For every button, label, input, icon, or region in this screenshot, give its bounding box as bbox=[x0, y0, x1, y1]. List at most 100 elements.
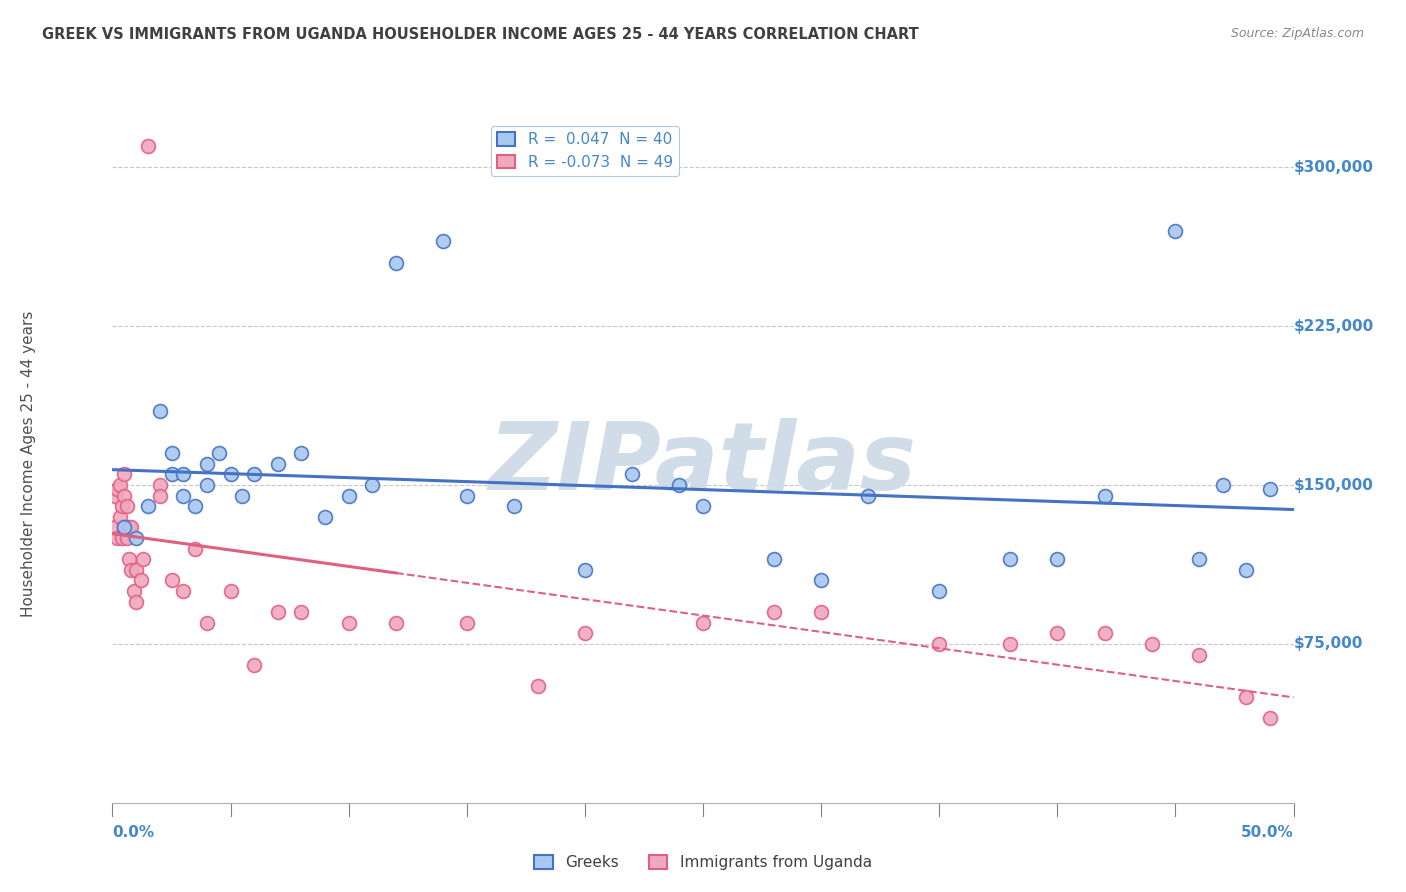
Point bbox=[120, 520, 142, 534]
Point bbox=[160, 574, 183, 588]
Point bbox=[149, 489, 172, 503]
Point bbox=[195, 457, 218, 471]
Point bbox=[1094, 489, 1116, 503]
Text: $300,000: $300,000 bbox=[1294, 160, 1374, 175]
Point bbox=[337, 489, 360, 503]
Point bbox=[115, 531, 138, 545]
Point bbox=[314, 509, 336, 524]
Point bbox=[1094, 626, 1116, 640]
Point bbox=[105, 531, 128, 545]
Legend: Greeks, Immigrants from Uganda: Greeks, Immigrants from Uganda bbox=[529, 849, 877, 877]
Point bbox=[361, 478, 384, 492]
Point bbox=[118, 552, 141, 566]
Point bbox=[105, 482, 128, 496]
Text: 50.0%: 50.0% bbox=[1240, 825, 1294, 840]
Point bbox=[858, 489, 880, 503]
Point bbox=[112, 467, 135, 482]
Text: Householder Income Ages 25 - 44 years: Householder Income Ages 25 - 44 years bbox=[21, 310, 35, 617]
Point bbox=[668, 478, 690, 492]
Point bbox=[111, 531, 134, 545]
Point bbox=[108, 509, 131, 524]
Point bbox=[1164, 224, 1187, 238]
Point bbox=[149, 404, 172, 418]
Point bbox=[125, 594, 148, 608]
Text: $150,000: $150,000 bbox=[1294, 477, 1374, 492]
Point bbox=[136, 500, 159, 514]
Point bbox=[231, 489, 253, 503]
Text: $75,000: $75,000 bbox=[1294, 636, 1362, 651]
Point bbox=[112, 520, 135, 534]
Point bbox=[208, 446, 231, 460]
Point bbox=[243, 658, 266, 673]
Point bbox=[928, 583, 950, 598]
Point bbox=[574, 626, 596, 640]
Point bbox=[243, 467, 266, 482]
Point bbox=[998, 637, 1021, 651]
Point bbox=[219, 467, 242, 482]
Point bbox=[108, 478, 131, 492]
Point bbox=[1046, 552, 1069, 566]
Point bbox=[503, 500, 526, 514]
Point bbox=[1188, 648, 1211, 662]
Point bbox=[195, 615, 218, 630]
Point bbox=[172, 467, 194, 482]
Point bbox=[120, 563, 142, 577]
Point bbox=[160, 446, 183, 460]
Point bbox=[267, 605, 290, 619]
Point bbox=[112, 489, 135, 503]
Point bbox=[111, 500, 134, 514]
Text: $225,000: $225,000 bbox=[1294, 318, 1374, 334]
Point bbox=[195, 478, 218, 492]
Point bbox=[574, 563, 596, 577]
Point bbox=[1258, 482, 1281, 496]
Point bbox=[184, 500, 207, 514]
Point bbox=[125, 531, 148, 545]
Point bbox=[290, 446, 312, 460]
Text: ZIPatlas: ZIPatlas bbox=[489, 417, 917, 510]
Point bbox=[160, 467, 183, 482]
Point bbox=[172, 583, 194, 598]
Point bbox=[112, 520, 135, 534]
Point bbox=[385, 255, 408, 269]
Point bbox=[762, 552, 785, 566]
Point bbox=[219, 583, 242, 598]
Point bbox=[184, 541, 207, 556]
Point bbox=[432, 235, 454, 249]
Point bbox=[456, 615, 478, 630]
Point bbox=[998, 552, 1021, 566]
Point bbox=[526, 679, 548, 693]
Point bbox=[385, 615, 408, 630]
Point bbox=[118, 520, 141, 534]
Point bbox=[621, 467, 644, 482]
Point bbox=[129, 574, 152, 588]
Point bbox=[267, 457, 290, 471]
Point bbox=[456, 489, 478, 503]
Text: 0.0%: 0.0% bbox=[112, 825, 155, 840]
Point bbox=[337, 615, 360, 630]
Point bbox=[104, 489, 127, 503]
Point bbox=[1188, 552, 1211, 566]
Point bbox=[692, 615, 714, 630]
Point bbox=[136, 139, 159, 153]
Text: Source: ZipAtlas.com: Source: ZipAtlas.com bbox=[1230, 27, 1364, 40]
Point bbox=[104, 520, 127, 534]
Point bbox=[1258, 711, 1281, 725]
Point bbox=[132, 552, 155, 566]
Point bbox=[172, 489, 194, 503]
Point bbox=[122, 583, 145, 598]
Point bbox=[290, 605, 312, 619]
Point bbox=[1140, 637, 1163, 651]
Point bbox=[692, 500, 714, 514]
Point bbox=[762, 605, 785, 619]
Point bbox=[1212, 478, 1234, 492]
Point bbox=[115, 500, 138, 514]
Point bbox=[1234, 563, 1257, 577]
Point bbox=[810, 605, 832, 619]
Point bbox=[1234, 690, 1257, 704]
Point bbox=[810, 574, 832, 588]
Point bbox=[125, 563, 148, 577]
Point bbox=[1046, 626, 1069, 640]
Text: GREEK VS IMMIGRANTS FROM UGANDA HOUSEHOLDER INCOME AGES 25 - 44 YEARS CORRELATIO: GREEK VS IMMIGRANTS FROM UGANDA HOUSEHOL… bbox=[42, 27, 920, 42]
Point bbox=[149, 478, 172, 492]
Point bbox=[928, 637, 950, 651]
